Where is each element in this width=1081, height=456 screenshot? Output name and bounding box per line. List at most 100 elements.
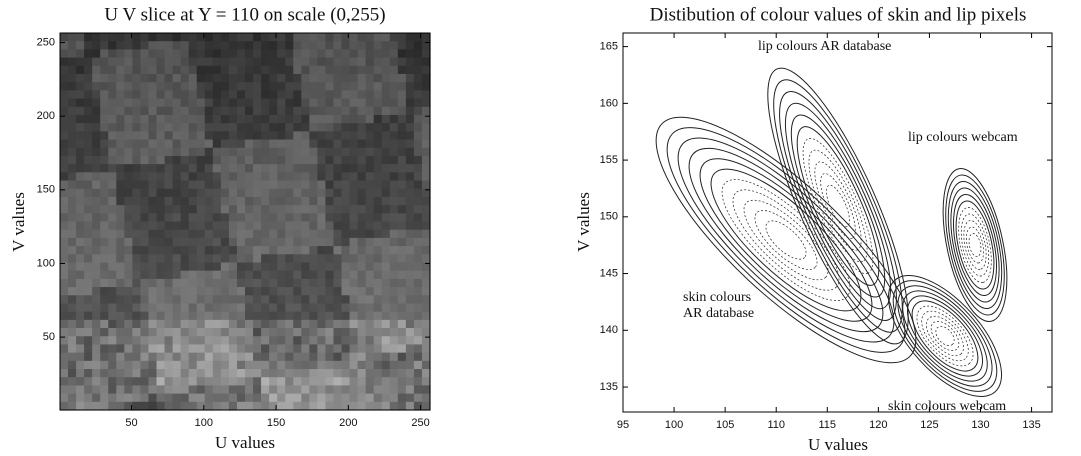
texture-cell — [156, 98, 166, 108]
texture-cell — [220, 393, 230, 403]
texture-cell — [60, 328, 69, 337]
texture-cell — [285, 254, 294, 264]
texture-cell — [212, 188, 222, 198]
texture-cell — [116, 139, 125, 149]
texture-cell — [228, 278, 238, 288]
texture-cell — [277, 311, 286, 321]
texture-cell — [317, 73, 327, 83]
texture-cell — [269, 164, 278, 173]
texture-cell — [180, 229, 190, 239]
texture-cell — [140, 360, 150, 370]
texture-cell — [333, 237, 343, 247]
texture-cell — [245, 164, 254, 173]
texture-cell — [301, 295, 310, 305]
texture-cell — [413, 106, 423, 116]
texture-cell — [212, 196, 222, 206]
texture-cell — [373, 98, 383, 108]
texture-cell — [164, 73, 174, 83]
texture-cell — [397, 229, 407, 239]
texture-cell — [148, 213, 158, 223]
texture-cell — [349, 287, 359, 296]
texture-cell — [381, 131, 391, 141]
texture-cell — [188, 57, 198, 67]
texture-cell — [164, 270, 174, 280]
texture-cell — [68, 188, 77, 198]
texture-cell — [132, 377, 142, 387]
texture-cell — [84, 196, 93, 206]
texture-cell — [309, 155, 318, 165]
texture-cell — [381, 49, 391, 59]
texture-cell — [245, 278, 254, 288]
texture-cell — [124, 49, 133, 59]
texture-cell — [140, 278, 150, 288]
texture-cell — [261, 303, 270, 313]
texture-cell — [188, 369, 198, 378]
texture-cell — [301, 147, 310, 157]
texture-cell — [357, 254, 367, 264]
contour-line — [945, 174, 1005, 316]
texture-cell — [397, 213, 407, 223]
texture-cell — [261, 106, 270, 116]
texture-cell — [357, 65, 367, 75]
texture-cell — [309, 385, 318, 395]
texture-cell — [261, 172, 270, 182]
texture-cell — [317, 188, 327, 198]
texture-cell — [277, 49, 286, 59]
texture-cell — [68, 41, 77, 50]
texture-cell — [124, 180, 133, 190]
texture-cell — [277, 98, 286, 108]
texture-cell — [365, 360, 375, 370]
texture-cell — [164, 205, 174, 214]
texture-cell — [261, 377, 270, 387]
texture-cell — [349, 311, 359, 321]
texture-cell — [92, 82, 101, 91]
texture-cell — [373, 254, 383, 264]
texture-cell — [156, 213, 166, 223]
texture-cell — [164, 319, 174, 329]
texture-cell — [156, 147, 166, 157]
texture-cell — [349, 401, 359, 411]
contour-line — [942, 167, 1008, 323]
texture-cell — [140, 188, 150, 198]
texture-cell — [365, 155, 375, 165]
texture-cell — [261, 369, 270, 378]
texture-cell — [309, 221, 318, 231]
texture-cell — [140, 352, 150, 362]
texture-cell — [333, 49, 343, 59]
texture-cell — [333, 319, 343, 329]
texture-cell — [245, 344, 254, 354]
texture-cell — [333, 246, 343, 255]
texture-cell — [68, 254, 77, 264]
texture-cell — [196, 65, 206, 75]
texture-cell — [269, 205, 278, 214]
texture-cell — [116, 303, 125, 313]
texture-cell — [261, 82, 270, 91]
texture-cell — [188, 377, 198, 387]
texture-cell — [188, 49, 198, 59]
texture-cell — [172, 360, 182, 370]
texture-cell — [261, 65, 270, 75]
texture-cell — [212, 336, 222, 346]
texture-cell — [341, 131, 351, 141]
texture-cell — [180, 393, 190, 403]
texture-cell — [357, 106, 367, 116]
texture-cell — [92, 213, 101, 223]
texture-cell — [236, 65, 246, 75]
texture-cell — [421, 196, 431, 206]
texture-cell — [293, 172, 302, 182]
texture-cell — [84, 139, 93, 149]
texture-cell — [188, 295, 198, 305]
texture-cell — [76, 237, 85, 247]
texture-cell — [325, 114, 335, 124]
texture-cell — [204, 237, 214, 247]
texture-cell — [381, 385, 391, 395]
texture-cell — [236, 172, 246, 182]
texture-cell — [100, 49, 109, 59]
texture-cell — [68, 262, 77, 272]
texture-cell — [236, 237, 246, 247]
texture-cell — [132, 401, 142, 411]
texture-cell — [68, 147, 77, 157]
texture-cell — [349, 155, 359, 165]
texture-cell — [124, 155, 133, 165]
texture-cell — [309, 172, 318, 182]
